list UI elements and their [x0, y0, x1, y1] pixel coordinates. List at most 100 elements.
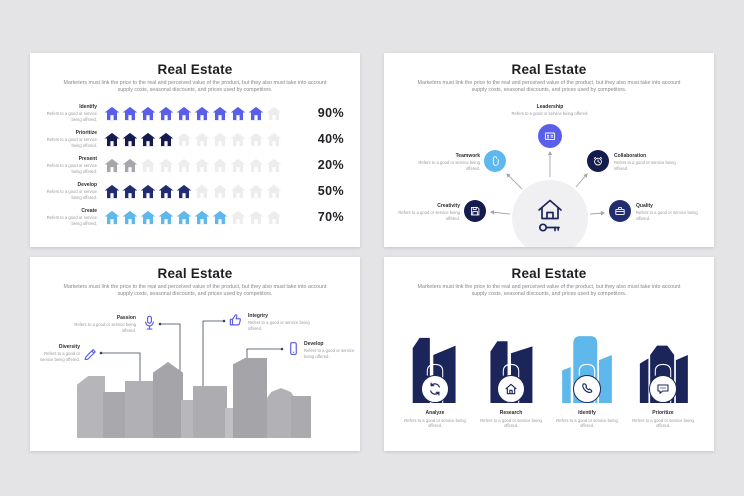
slide-hub-spoke[interactable]: Real Estate Marketers must link the pric…	[384, 53, 714, 247]
house-icon	[176, 158, 192, 172]
step-description: Refers to a good or service being offere…	[480, 417, 542, 429]
house-icon	[194, 184, 210, 198]
building	[291, 396, 311, 438]
row-percent: 40%	[317, 132, 344, 146]
house-icon	[194, 106, 210, 120]
building	[267, 388, 295, 438]
id-card-icon	[538, 124, 562, 148]
row-percent: 90%	[317, 106, 344, 120]
slide-title: Real Estate	[157, 266, 233, 281]
slide-title: Real Estate	[157, 62, 233, 77]
step-description: Refers to a good or service being offere…	[404, 417, 466, 429]
house-icon	[194, 158, 210, 172]
node-label: Quality	[636, 203, 653, 209]
house-icon	[122, 184, 138, 198]
house-icon	[176, 106, 192, 120]
house-icon	[194, 132, 210, 146]
microphone-icon	[142, 315, 157, 336]
row-description: Refers to a good or service being offere…	[46, 188, 97, 200]
house-icon-row	[104, 184, 282, 199]
slide-subtitle: Marketers must link the price to the rea…	[63, 283, 327, 298]
house-icon	[212, 158, 228, 172]
house-icon	[266, 184, 282, 198]
house-icon	[194, 210, 210, 224]
building-groups: Analyze Refers to a good or service bein…	[400, 331, 698, 429]
step-label: Research	[499, 410, 523, 416]
row-label: Present	[78, 155, 97, 162]
step-label: Analyze	[425, 410, 445, 416]
slide-skyline-callouts[interactable]: Real Estate Marketers must link the pric…	[30, 257, 360, 451]
row-label: Identify	[79, 103, 97, 110]
building-step: Analyze Refers to a good or service bein…	[400, 331, 470, 429]
house-icon	[140, 184, 156, 198]
city-skyline	[75, 356, 311, 438]
pencil-icon	[83, 345, 98, 365]
chat-icon	[649, 375, 677, 403]
slide-subtitle: Marketers must link the price to the rea…	[417, 283, 681, 298]
house-icon	[230, 106, 246, 120]
node-description: Refers to a good or service being offere…	[636, 210, 698, 221]
house-icon	[176, 184, 192, 198]
house-icon	[212, 106, 228, 120]
house-icon	[122, 158, 138, 172]
briefcase-icon	[609, 200, 631, 222]
building	[233, 358, 267, 438]
house-icon	[248, 132, 264, 146]
slide-subtitle: Marketers must link the price to the rea…	[63, 79, 327, 94]
pictograph-row: Create Refers to a good or service being …	[42, 204, 348, 230]
node-description: Refers to a good or service being offere…	[398, 210, 460, 221]
house-icon	[158, 132, 174, 146]
house-icon	[140, 132, 156, 146]
house-icon	[176, 210, 192, 224]
node-label: Creativity	[437, 203, 460, 209]
callout-description: Refers to a good or service being offere…	[248, 320, 310, 331]
thumbs-up-icon	[228, 312, 243, 332]
house-icon	[266, 132, 282, 146]
house-icon	[104, 106, 120, 120]
pictograph-row: Present Refers to a good or service being…	[42, 152, 348, 178]
house-icon	[266, 210, 282, 224]
row-label: Prioritize	[75, 129, 97, 136]
node-description: Refers to a good or service being offere…	[511, 111, 589, 116]
building	[77, 376, 105, 438]
building	[103, 392, 127, 438]
house-icon-row	[104, 132, 282, 147]
pictograph-rows: Identify Refers to a good or service bein…	[42, 100, 348, 230]
house-icon	[158, 106, 174, 120]
row-description: Refers to a good or service being offere…	[46, 110, 97, 122]
slide-header: Real Estate Marketers must link the pric…	[30, 257, 360, 299]
phone-icon	[573, 375, 601, 403]
slide-building-steps[interactable]: Real Estate Marketers must link the pric…	[384, 257, 714, 451]
house-icon	[122, 210, 138, 224]
callout-label: Diversity	[58, 344, 80, 350]
house-icon	[212, 184, 228, 198]
house-icon	[266, 158, 282, 172]
step-label: Identify	[578, 410, 596, 416]
house-icon	[122, 106, 138, 120]
callout-description: Refers to a good or service being offere…	[74, 322, 136, 333]
smartphone-icon	[286, 341, 301, 362]
row-label: Develop	[77, 181, 97, 188]
slide-subtitle: Marketers must link the price to the rea…	[417, 79, 681, 94]
step-description: Refers to a good or service being offere…	[632, 417, 694, 429]
house-icon	[104, 210, 120, 224]
house-icon	[140, 210, 156, 224]
callout-description: Refers to a good or service being offere…	[304, 348, 355, 359]
row-description: Refers to a good or service being offere…	[46, 162, 97, 174]
row-percent: 20%	[317, 158, 344, 172]
node-label: Leadership	[536, 104, 564, 110]
node-label: Collaboration	[614, 153, 647, 159]
center-circle	[512, 180, 588, 247]
building-step: Prioritize Refers to a good or service b…	[628, 331, 698, 429]
house-icon	[104, 158, 120, 172]
house-icon	[176, 132, 192, 146]
row-description: Refers to a good or service being offere…	[46, 136, 97, 148]
house-icon	[212, 132, 228, 146]
slide-pictograph[interactable]: Real Estate Marketers must link the pric…	[30, 53, 360, 247]
pictograph-row: Develop Refers to a good or service being…	[42, 178, 348, 204]
callout-label: Develop	[304, 341, 324, 347]
pictograph-row: Identify Refers to a good or service bein…	[42, 100, 348, 126]
spoke-arrows	[490, 151, 605, 216]
house-icon	[158, 184, 174, 198]
building	[125, 381, 155, 438]
